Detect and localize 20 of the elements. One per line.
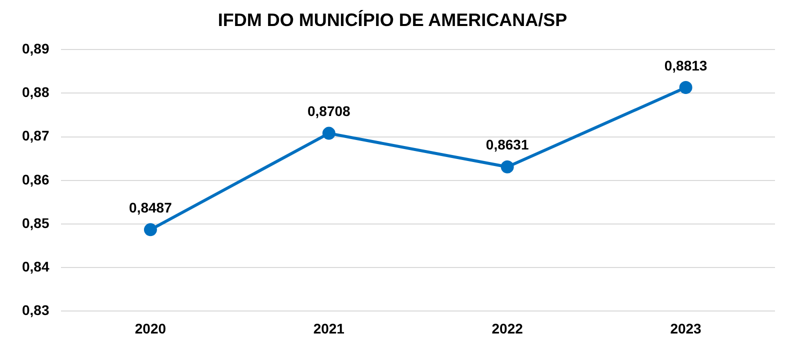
data-label: 0,8487 xyxy=(129,200,172,216)
data-label: 0,8708 xyxy=(307,103,351,120)
y-tick-label: 0,89 xyxy=(22,40,50,56)
x-tick-label: 2023 xyxy=(670,320,702,336)
point xyxy=(500,160,514,174)
x-tick-label: 2020 xyxy=(134,320,166,336)
y-tick-label: 0,88 xyxy=(22,84,50,100)
point xyxy=(322,126,336,140)
x-tick-label: 2021 xyxy=(313,320,345,336)
data-label: 0,8813 xyxy=(664,57,708,74)
y-tick-label: 0,87 xyxy=(22,128,50,144)
point xyxy=(679,81,692,94)
data-label: 0,8631 xyxy=(486,136,529,153)
x-tick-label: 2022 xyxy=(492,320,524,336)
y-tick-label: 0,83 xyxy=(22,302,50,318)
y-tick-label: 0,85 xyxy=(22,214,50,231)
y-tick-label: 0,84 xyxy=(22,258,50,274)
chart-title: IFDM DO MUNICÍPIO DE AMERICANA/SP xyxy=(218,10,568,30)
y-tick-label: 0,86 xyxy=(22,171,50,188)
point xyxy=(144,223,157,236)
